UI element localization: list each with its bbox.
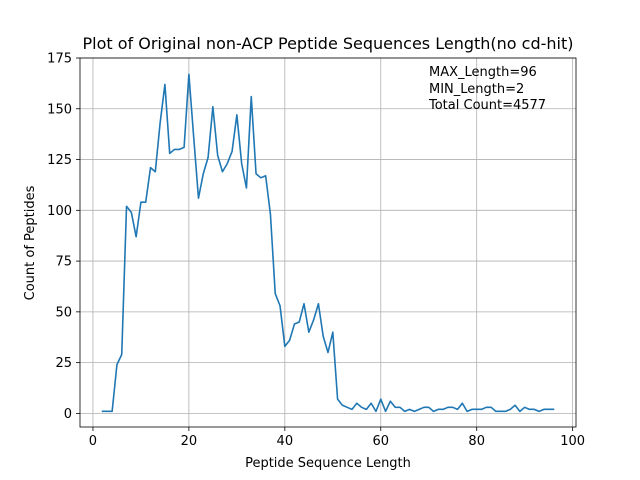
- y-tick-label: 100: [47, 204, 72, 219]
- series-line: [101, 73, 555, 413]
- y-tick-label: 50: [55, 305, 72, 320]
- max-length-annotation: MAX_Length=96: [429, 65, 537, 80]
- x-tick-label: 60: [372, 434, 389, 449]
- y-tick-label: 75: [55, 255, 72, 270]
- x-tick-label: 80: [468, 434, 485, 449]
- y-axis-label: Count of Peptides: [23, 185, 38, 300]
- y-tick-label: 25: [55, 356, 72, 371]
- x-tick-label: 40: [277, 434, 294, 449]
- total-count-annotation: Total Count=4577: [428, 98, 546, 113]
- min-length-annotation: MIN_Length=2: [429, 82, 524, 97]
- x-tick-label: 20: [181, 434, 198, 449]
- y-tick-label: 150: [47, 102, 72, 117]
- x-tick-label: 100: [560, 434, 585, 449]
- chart-title: Plot of Original non-ACP Peptide Sequenc…: [82, 34, 573, 53]
- x-tick-label: 0: [89, 434, 97, 449]
- y-tick-label: 175: [47, 52, 72, 67]
- x-axis-label: Peptide Sequence Length: [245, 456, 411, 471]
- y-tick-label: 0: [64, 407, 72, 422]
- axes: 0 20 40 60 80 100 0 25 50 75 100 125 150 175: [47, 52, 585, 450]
- y-tick-label: 125: [47, 153, 72, 168]
- plot-area: [101, 73, 555, 413]
- axes-frame: [79, 57, 577, 428]
